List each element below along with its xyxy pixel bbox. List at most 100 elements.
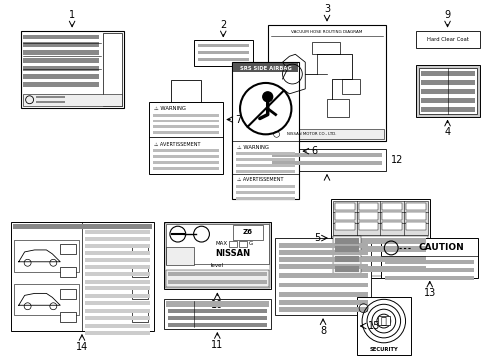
Bar	[311, 42, 339, 54]
Bar	[358, 222, 378, 230]
Bar	[85, 230, 150, 234]
Bar	[274, 238, 371, 315]
Bar	[405, 203, 425, 210]
Text: 2: 2	[220, 19, 226, 30]
Bar	[334, 246, 425, 252]
Bar	[382, 203, 401, 210]
Bar	[420, 80, 474, 85]
Bar	[153, 149, 219, 152]
Bar	[330, 199, 429, 278]
Bar	[334, 246, 358, 252]
Text: 15: 15	[367, 321, 379, 331]
Bar	[334, 222, 354, 230]
Text: Hard Clear Coat: Hard Clear Coat	[426, 37, 468, 42]
Text: ⚠ AVERTISSEMENT: ⚠ AVERTISSEMENT	[237, 177, 283, 182]
Bar	[85, 251, 150, 255]
Bar	[334, 238, 358, 244]
Text: CAUTION: CAUTION	[418, 243, 464, 252]
Bar	[13, 224, 152, 229]
Bar	[278, 264, 367, 269]
Bar	[341, 79, 359, 94]
Text: 1: 1	[69, 10, 75, 20]
Bar	[232, 62, 299, 199]
Bar	[278, 300, 367, 305]
Bar	[405, 222, 425, 230]
Bar	[85, 287, 150, 291]
Text: 10: 10	[211, 300, 223, 310]
Bar	[197, 51, 248, 54]
Text: level: level	[210, 263, 224, 268]
Bar	[334, 238, 425, 244]
Bar	[22, 94, 122, 106]
Bar	[420, 89, 474, 94]
Bar	[197, 58, 248, 61]
Bar	[236, 185, 295, 188]
Bar	[415, 65, 479, 117]
Bar	[153, 167, 219, 170]
Bar	[60, 244, 76, 254]
Bar	[229, 241, 237, 247]
Bar	[326, 99, 348, 117]
Bar	[236, 158, 295, 161]
Text: 13: 13	[423, 288, 435, 298]
Bar	[165, 301, 268, 307]
Bar	[60, 289, 76, 299]
Bar	[163, 299, 270, 329]
Bar	[332, 236, 427, 276]
Bar	[22, 42, 99, 48]
Bar	[14, 284, 79, 315]
Bar	[22, 50, 99, 55]
Bar	[267, 149, 386, 171]
Bar	[13, 224, 80, 229]
Bar	[132, 267, 148, 276]
Bar	[239, 241, 246, 247]
Bar	[377, 316, 389, 325]
Bar	[358, 212, 378, 220]
Bar	[167, 272, 266, 276]
Bar	[271, 153, 382, 157]
Bar	[385, 276, 473, 280]
Bar	[278, 250, 367, 255]
Circle shape	[262, 92, 272, 102]
Bar	[153, 120, 219, 122]
Text: 14: 14	[76, 342, 88, 352]
Bar	[165, 224, 268, 264]
Bar	[22, 35, 99, 40]
Bar	[382, 212, 401, 220]
Bar	[85, 324, 150, 328]
Bar	[334, 212, 354, 220]
Text: ⚠ AVERTISSEMENT: ⚠ AVERTISSEMENT	[154, 142, 200, 147]
Bar	[278, 243, 367, 248]
Bar	[381, 238, 477, 278]
Bar	[193, 40, 252, 66]
Bar	[236, 191, 295, 194]
Bar	[22, 66, 99, 71]
Bar	[22, 82, 99, 87]
Bar	[22, 74, 99, 79]
Bar	[85, 331, 150, 335]
Text: 5: 5	[313, 233, 320, 243]
Bar	[36, 96, 65, 98]
Bar	[36, 101, 65, 103]
Bar	[170, 80, 200, 102]
Text: 6: 6	[310, 146, 317, 156]
Text: NISSAN MOTOR CO., LTD.: NISSAN MOTOR CO., LTD.	[287, 132, 336, 136]
Bar	[278, 257, 367, 262]
Bar	[153, 125, 219, 129]
Bar	[332, 201, 427, 235]
Bar	[278, 292, 367, 297]
Bar	[165, 270, 268, 288]
Bar	[167, 323, 266, 327]
Bar	[85, 309, 150, 313]
Bar	[197, 44, 248, 48]
Text: NISSAN: NISSAN	[215, 249, 250, 258]
Bar	[85, 294, 150, 298]
Bar	[418, 68, 476, 113]
Bar	[233, 225, 262, 240]
Bar	[420, 98, 474, 103]
Bar	[358, 203, 378, 210]
Bar	[149, 102, 223, 174]
Bar	[278, 273, 367, 278]
Bar	[85, 265, 150, 269]
Bar	[405, 212, 425, 220]
